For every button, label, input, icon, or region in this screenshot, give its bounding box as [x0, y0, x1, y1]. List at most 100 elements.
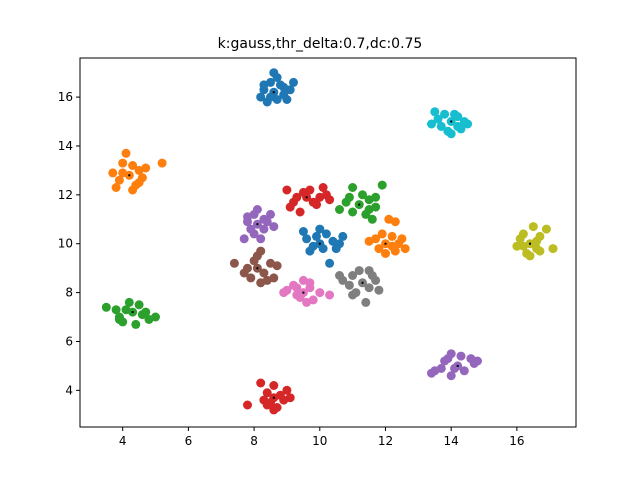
plot-frame: [79, 57, 577, 428]
y-tick-label: 8: [65, 286, 73, 300]
data-point: [348, 183, 358, 192]
cluster-center: [361, 281, 364, 284]
data-point: [256, 234, 266, 244]
data-point: [256, 378, 266, 388]
data-point: [525, 251, 535, 261]
data-point: [453, 121, 463, 131]
data-point: [335, 271, 344, 280]
data-point: [348, 207, 358, 217]
data-point: [367, 214, 377, 224]
data-point: [256, 246, 266, 256]
data-point: [518, 229, 528, 239]
data-point: [361, 297, 371, 307]
cluster-center: [256, 267, 259, 270]
data-point: [239, 268, 249, 278]
cluster-center: [450, 120, 453, 123]
data-point: [512, 241, 522, 251]
data-point: [341, 197, 351, 207]
data-point: [295, 207, 305, 217]
data-point: [541, 224, 551, 234]
data-point: [266, 209, 275, 219]
data-point: [101, 302, 111, 312]
data-point: [262, 275, 272, 285]
data-point: [114, 175, 124, 185]
cluster-center: [529, 242, 531, 245]
data-point: [446, 371, 456, 381]
data-point: [440, 109, 450, 119]
data-point: [128, 161, 138, 170]
data-point: [285, 393, 295, 403]
data-point: [371, 192, 381, 202]
y-tick-label: 16: [58, 90, 73, 104]
data-point: [252, 205, 262, 214]
x-axis: 4 6 8 10 12 14 16: [119, 427, 525, 448]
data-point: [141, 307, 151, 317]
data-point: [430, 107, 440, 117]
data-point: [450, 109, 459, 119]
y-tick-label: 14: [58, 139, 73, 153]
x-tick-label: 16: [509, 434, 524, 448]
data-point: [427, 119, 436, 129]
data-point: [239, 234, 249, 244]
data-point: [259, 80, 269, 90]
x-tick-label: 6: [185, 434, 193, 448]
data-point: [427, 368, 436, 378]
data-point: [436, 121, 446, 131]
cluster-center: [272, 91, 275, 94]
data-point: [111, 183, 121, 192]
data-point: [318, 183, 328, 192]
data-point: [292, 283, 302, 293]
cluster-center: [358, 203, 361, 206]
data-point: [259, 214, 269, 224]
data-point: [259, 268, 269, 278]
data-point: [348, 271, 358, 280]
data-point: [272, 73, 282, 82]
data-point: [364, 283, 374, 293]
data-point: [358, 190, 367, 200]
data-point: [134, 178, 144, 188]
data-point: [473, 356, 482, 366]
data-point: [456, 351, 466, 361]
data-point: [266, 258, 275, 268]
data-point: [289, 77, 298, 87]
data-point: [282, 385, 292, 395]
data-point: [282, 95, 292, 104]
data-point: [377, 229, 387, 239]
data-point: [433, 114, 443, 124]
data-point: [321, 229, 331, 239]
x-tick-label: 14: [444, 434, 459, 448]
data-point: [131, 319, 141, 329]
data-point: [335, 239, 344, 249]
data-point: [305, 278, 315, 288]
data-point: [302, 234, 312, 244]
data-point: [325, 290, 335, 300]
data-point: [266, 92, 275, 102]
data-point: [114, 315, 124, 324]
data-point: [459, 366, 469, 376]
data-point: [118, 158, 128, 168]
data-point: [243, 400, 252, 410]
cluster-center: [256, 223, 259, 226]
data-point: [305, 185, 315, 195]
data-point: [387, 241, 397, 251]
data-point: [325, 258, 335, 268]
points-layer: [101, 68, 558, 415]
data-point: [374, 285, 384, 295]
data-point: [354, 266, 364, 276]
data-point: [548, 244, 558, 254]
data-point: [318, 244, 328, 254]
data-point: [128, 185, 138, 195]
data-point: [298, 227, 308, 236]
data-point: [374, 244, 384, 254]
data-point: [348, 290, 358, 300]
data-point: [229, 258, 239, 268]
data-point: [279, 82, 289, 92]
data-point: [249, 229, 259, 239]
data-point: [364, 205, 374, 214]
cluster-center: [272, 396, 275, 399]
x-tick-label: 10: [312, 434, 327, 448]
data-point: [295, 293, 305, 302]
data-point: [279, 288, 289, 298]
